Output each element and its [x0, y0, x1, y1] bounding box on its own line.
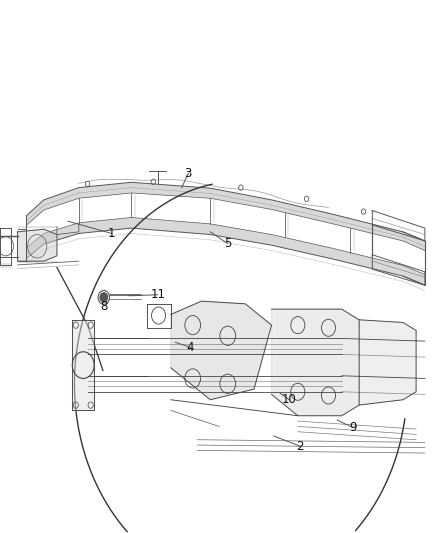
Text: 9: 9 [349, 421, 357, 434]
Polygon shape [359, 320, 416, 405]
Text: 8: 8 [100, 300, 107, 313]
Text: 5: 5 [224, 237, 231, 250]
Text: 3: 3 [185, 167, 192, 180]
Polygon shape [171, 301, 272, 400]
Text: 4: 4 [187, 341, 194, 354]
Polygon shape [26, 217, 425, 285]
Text: 1: 1 [108, 227, 116, 240]
Polygon shape [72, 320, 94, 410]
Text: 2: 2 [296, 440, 304, 453]
Polygon shape [26, 182, 425, 251]
Polygon shape [272, 309, 359, 416]
Circle shape [99, 292, 108, 303]
Text: 11: 11 [150, 288, 165, 301]
Text: 10: 10 [282, 393, 297, 406]
Polygon shape [18, 229, 57, 261]
